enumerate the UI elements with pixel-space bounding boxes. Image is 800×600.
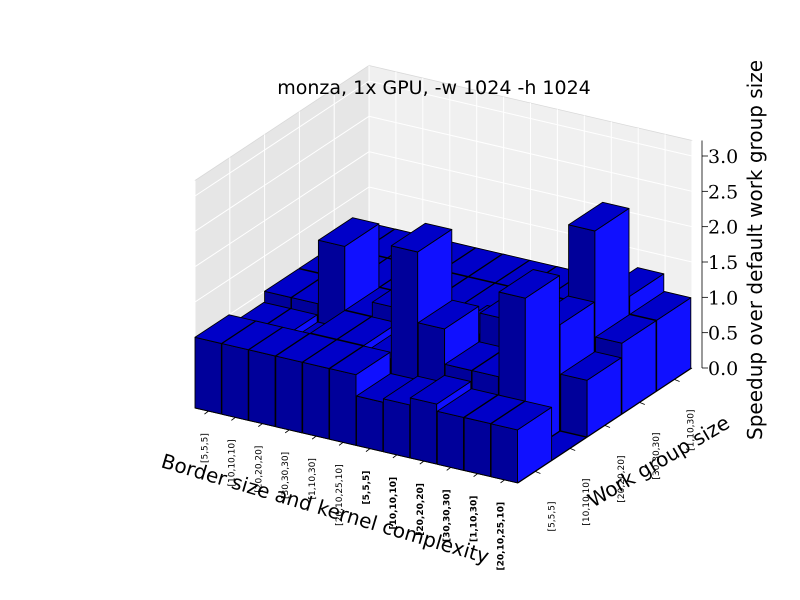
z-tick-label: 0.5 — [708, 323, 738, 345]
x-tick — [473, 473, 478, 477]
bar — [560, 351, 622, 438]
bar-top — [317, 217, 380, 247]
x-tick — [204, 410, 209, 415]
x-tick-label: [20,20,20] — [254, 446, 264, 493]
bar-top — [417, 299, 480, 330]
x-tick — [500, 479, 505, 484]
bar-front — [275, 355, 303, 434]
bar-top — [436, 388, 499, 418]
bar-top — [390, 222, 453, 253]
bar-front — [302, 361, 330, 440]
y-tick-label: [30,30,30] — [652, 433, 662, 480]
x-tick-label: [10,10,10] — [389, 477, 399, 530]
z-tick-label: 1.0 — [708, 287, 738, 309]
bar-top — [409, 374, 472, 405]
bar-top — [568, 201, 630, 232]
z-tick-label: 2.0 — [708, 217, 738, 239]
bars — [194, 201, 692, 484]
x-tick — [231, 417, 236, 421]
y-tick — [570, 448, 576, 451]
chart-title: monza, 1x GPU, -w 1024 -h 1024 — [277, 77, 591, 99]
x-tick-label: [30,30,30] — [443, 489, 453, 542]
x-tick-label: [20,20,20] — [416, 483, 426, 536]
bar-front — [382, 398, 411, 459]
y-tick-label: [1,10,30] — [687, 410, 697, 451]
x-tick — [284, 429, 290, 434]
x-tick — [392, 454, 398, 459]
bar-front — [356, 395, 384, 453]
y-tick — [639, 402, 645, 405]
y-tick — [604, 425, 611, 428]
bar-front — [329, 368, 357, 446]
y-tick-label: [20,20,20] — [617, 456, 627, 503]
x-tick-label: [5,5,5] — [201, 433, 211, 463]
bar-top — [329, 345, 391, 376]
bar-front — [221, 343, 249, 421]
x-tick-label: [30,30,30] — [281, 452, 291, 499]
x-tick-label: [10,10,10] — [227, 439, 237, 486]
bar-top — [595, 314, 657, 344]
ticks: [5,5,5] [10,10,10] [20,20,20] [30,30,30] [1,… — [194, 140, 738, 571]
bar-top — [490, 400, 553, 431]
x-tick-label: [1,10,30] — [470, 496, 480, 542]
y-tick — [535, 471, 541, 474]
x-tick — [258, 423, 263, 427]
z-tick-label: 3.0 — [708, 146, 738, 168]
x-tick-label: [1,10,30] — [308, 458, 318, 499]
x-tick — [311, 435, 317, 440]
bar-front — [248, 349, 276, 428]
bar-front — [560, 373, 588, 438]
x-tick — [338, 442, 344, 446]
z-tick-label: 1.5 — [708, 252, 738, 274]
bar-front — [409, 397, 438, 465]
x-axis-line — [194, 407, 519, 484]
x-tick — [446, 467, 451, 471]
x-tick-label: [20,10,25,10] — [497, 502, 507, 571]
z-tick-label: 2.5 — [708, 181, 738, 203]
bar-top — [629, 291, 692, 321]
bar-front — [194, 336, 222, 415]
bar-front — [490, 423, 518, 484]
x-tick — [365, 448, 371, 452]
z-tick-label: 0.0 — [708, 358, 738, 380]
bar-front — [436, 410, 465, 471]
bar-front — [463, 417, 491, 478]
x-tick-label: [20,10,25,10] — [335, 464, 345, 525]
y-tick-label: [5,5,5] — [547, 502, 557, 532]
y-tick — [674, 379, 680, 382]
bar — [490, 400, 553, 484]
x-tick — [419, 460, 425, 465]
y-tick-label: [10,10,10] — [582, 479, 592, 526]
bar-top — [560, 351, 622, 381]
z-axis-label: Speedup over default work group size — [743, 60, 767, 440]
x-tick-label: [5,5,5] — [362, 471, 372, 505]
bar-top — [498, 269, 560, 299]
